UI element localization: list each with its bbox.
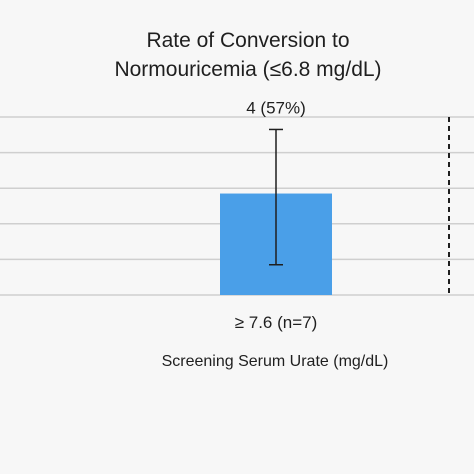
error-bars — [269, 128, 283, 266]
data-label: 4 (57%) — [246, 98, 306, 117]
x-axis-label: Screening Serum Urate (mg/dL) — [162, 353, 389, 370]
data-labels: 4 (57%) ≥ 7.6 (n=7) — [235, 98, 318, 332]
chart-title-line-1: Rate of Conversion to — [146, 29, 349, 52]
chart-title-line-2: Normouricemia (≤6.8 mg/dL) — [114, 58, 381, 81]
category-tick-label: ≥ 7.6 (n=7) — [235, 313, 318, 332]
